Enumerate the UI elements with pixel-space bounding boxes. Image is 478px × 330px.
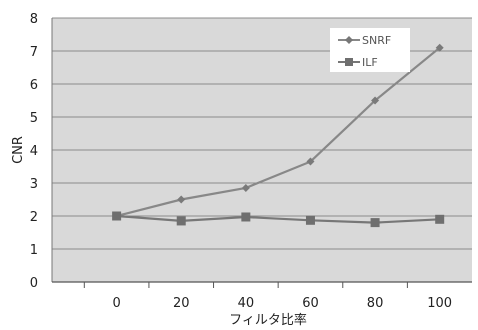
point-ilf-40 <box>241 212 251 222</box>
y-tick-label-4: 4 <box>30 144 38 159</box>
point-ilf-60 <box>305 215 315 225</box>
point-ilf-80 <box>370 218 380 228</box>
x-tick-label-40: 40 <box>238 296 255 311</box>
x-tick-label-0: 0 <box>112 296 120 311</box>
x-axis-title: フィルタ比率 <box>229 312 307 328</box>
legend-marker-snrf <box>345 36 353 44</box>
x-tick-label-80: 80 <box>367 296 384 311</box>
legend-box <box>330 28 410 72</box>
series-lines <box>112 43 445 228</box>
point-snrf-20 <box>177 195 186 204</box>
x-tick-labels: 0 20 40 60 80 100 <box>112 296 452 311</box>
point-ilf-0 <box>112 211 122 221</box>
point-ilf-20 <box>176 216 186 226</box>
legend-marker-ilf <box>345 58 353 66</box>
point-snrf-100 <box>435 43 444 52</box>
x-tick-label-60: 60 <box>302 296 319 311</box>
legend-label-snrf: SNRF <box>362 34 391 47</box>
point-ilf-100 <box>435 214 445 224</box>
series-line-snrf <box>116 46 441 218</box>
legend: SNRF ILF <box>330 28 410 72</box>
y-tick-label-3: 3 <box>30 177 38 192</box>
y-tick-label-2: 2 <box>30 210 38 225</box>
y-tick-label-8: 8 <box>30 12 38 27</box>
series-line-ilf <box>116 214 440 224</box>
x-tick-label-100: 100 <box>427 296 452 311</box>
y-tick-label-1: 1 <box>30 243 38 258</box>
legend-label-ilf: ILF <box>362 56 378 69</box>
y-axis-title: CNR <box>11 136 26 164</box>
y-tick-label-7: 7 <box>30 45 38 60</box>
point-snrf-80 <box>371 96 380 105</box>
y-tick-labels: 0 1 2 3 4 5 6 7 8 <box>30 12 38 291</box>
y-tick-label-6: 6 <box>30 78 38 93</box>
y-tick-label-0: 0 <box>30 276 38 291</box>
x-tick-label-20: 20 <box>173 296 190 311</box>
y-tick-label-5: 5 <box>30 111 38 126</box>
point-snrf-40 <box>241 183 250 192</box>
axes <box>51 18 472 288</box>
point-snrf-60 <box>306 157 315 166</box>
